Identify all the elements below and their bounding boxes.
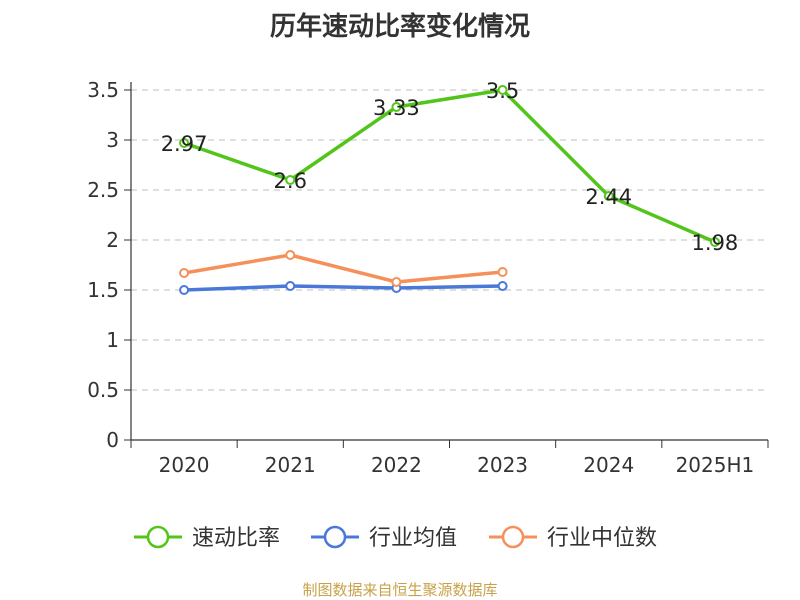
x-tick-label: 2022 [371,453,422,477]
series-lines [179,85,720,295]
y-tick-label: 0 [106,428,119,452]
data-point [179,285,190,295]
data-point [497,267,508,277]
data-point [285,175,296,185]
data-point [179,138,190,148]
data-labels: 2.97 2.6 3.33 3.5 2.44 1.98 [161,79,739,255]
legend[interactable]: 速动比率 行业均值 行业中位数 [134,525,657,551]
data-label: 1.98 [692,231,739,255]
data-label: 2.6 [274,169,307,193]
data-point [285,281,296,291]
y-tick-label: 1.5 [87,278,119,302]
x-tick-label: 2023 [477,453,528,477]
chart-title: 历年速动比率变化情况 [269,12,530,42]
series-line-2 [183,253,503,284]
data-label: 2.97 [161,132,208,156]
y-tick-label: 2.5 [87,178,119,202]
y-tick-label: 3.5 [87,78,119,102]
y-tick-label: 3 [106,128,119,152]
data-point [497,85,508,95]
data-point [497,281,508,291]
data-label: 3.33 [373,96,420,120]
gridlines [131,89,768,391]
legend-swatch-marker [323,525,347,549]
y-tick-label: 1 [106,328,119,352]
y-tick-label: 0.5 [87,378,119,402]
data-point [709,237,720,247]
source-note: 制图数据来自恒生聚源数据库 [302,581,498,599]
axes: 0 0.5 1 1.5 2 2.5 3 3.5 2020 2021 2022 2023 2024 2025… [87,78,769,477]
x-tick-label: 2021 [265,453,316,477]
legend-swatch-marker [146,525,170,549]
x-tick-label: 2020 [159,453,210,477]
legend-label: 行业均值 [369,526,457,551]
legend-swatch-marker [501,525,525,549]
data-point [391,277,402,287]
data-label: 3.5 [486,79,519,103]
data-label: 2.44 [585,185,632,209]
series-line-1 [184,284,503,292]
x-tick-label: 2025H1 [676,453,755,477]
legend-label: 行业中位数 [547,526,657,551]
data-point [391,102,402,112]
x-tick-label: 2024 [583,453,634,477]
data-point [603,191,614,201]
legend-label: 速动比率 [192,526,280,551]
data-point [285,250,296,260]
data-point [179,268,190,278]
series-line-0 [183,88,716,244]
y-tick-label: 2 [106,228,119,252]
